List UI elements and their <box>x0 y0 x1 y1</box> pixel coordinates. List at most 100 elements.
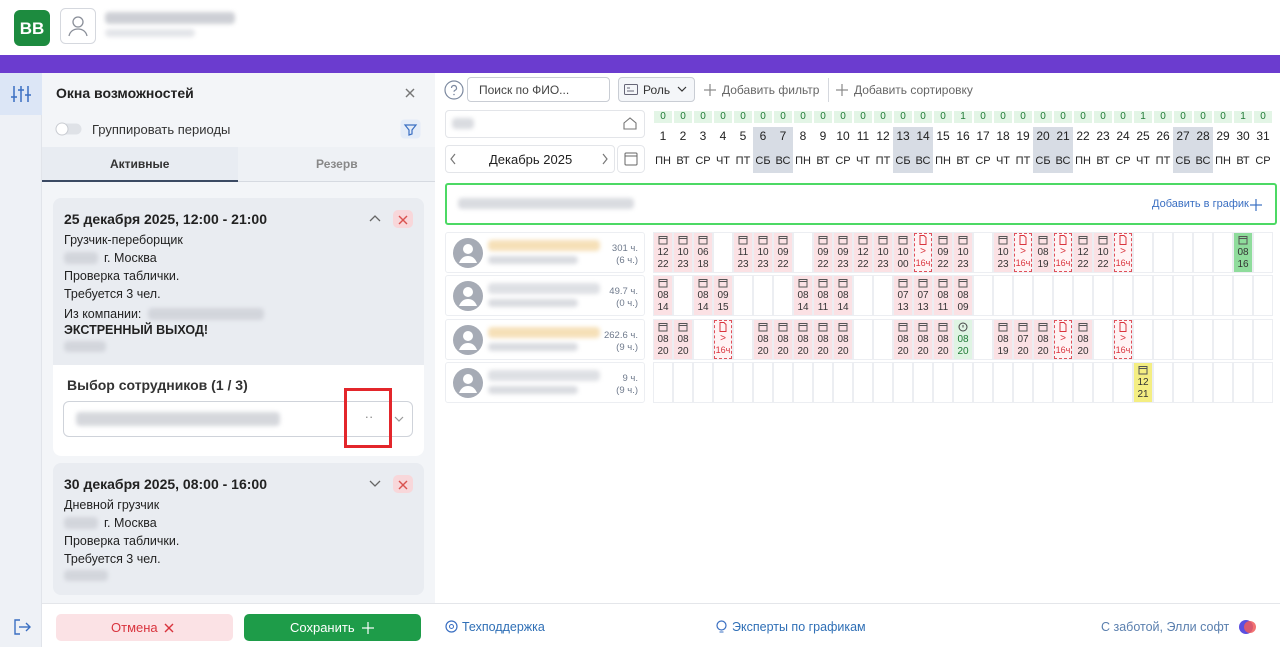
search-input[interactable] <box>467 77 610 102</box>
card-required: Требуется 3 чел. <box>64 287 161 301</box>
day-cell <box>1073 319 1093 360</box>
shift-icon <box>958 235 968 245</box>
collapse-shape <box>369 215 381 222</box>
shift-icon-shape <box>678 236 688 245</box>
day-number: 13 <box>896 129 910 143</box>
shift-icon <box>838 322 848 332</box>
shift-icon-shape <box>1059 235 1067 245</box>
day-cell <box>1153 319 1173 360</box>
day-count: 0 <box>1040 111 1046 122</box>
shift-start: 08 <box>1077 334 1089 345</box>
shift[interactable] <box>914 233 932 272</box>
shift-icon-shape <box>958 322 968 332</box>
panel-close[interactable] <box>402 85 418 101</box>
toggle[interactable] <box>55 122 83 136</box>
day-cell <box>813 275 833 316</box>
select-more[interactable]: ·· <box>364 409 374 424</box>
count-cell <box>854 111 872 123</box>
shift-icon-shape <box>798 323 808 332</box>
day-cell <box>1233 275 1253 316</box>
count-cell <box>1114 111 1132 123</box>
toggle-label: Группировать периоды <box>92 122 231 137</box>
blurred-text <box>64 252 98 264</box>
experts-link[interactable]: Эксперты по графикам <box>732 620 866 634</box>
card-city: г. Москва <box>104 516 157 530</box>
next-month[interactable] <box>600 152 610 166</box>
add-filter[interactable]: Добавить фильтр <box>722 83 820 97</box>
add-to-schedule[interactable]: Добавить в график <box>1152 198 1249 210</box>
logout-icon[interactable] <box>12 618 32 636</box>
shift-duration: 16ч <box>1055 258 1071 268</box>
cancel-label[interactable]: Отмена <box>111 620 158 635</box>
day-cell <box>833 232 853 273</box>
tab-active-bg[interactable] <box>42 147 238 182</box>
role-arrow <box>676 85 688 94</box>
support-link[interactable]: Техподдержка <box>462 620 545 634</box>
shift[interactable] <box>1114 320 1132 359</box>
role-button[interactable] <box>618 77 695 102</box>
shift-end: 23 <box>997 259 1009 270</box>
shift-icon-shape <box>919 235 927 245</box>
shift-icon-shape <box>898 236 908 245</box>
add-sort[interactable]: Добавить сортировку <box>854 83 973 97</box>
prev-month[interactable] <box>448 152 458 166</box>
shift-start: 10 <box>877 247 889 258</box>
add-plus <box>1250 199 1262 211</box>
shift[interactable] <box>714 320 732 359</box>
shift-end: 20 <box>1037 346 1049 357</box>
weekday: ВС <box>1055 155 1071 167</box>
day-number: 25 <box>1136 129 1150 143</box>
day-cell <box>753 362 773 403</box>
count-cell <box>1094 111 1112 123</box>
day-cell <box>713 232 733 273</box>
collapse[interactable] <box>367 212 383 224</box>
filter-button-shape <box>400 119 421 139</box>
save-button[interactable] <box>244 614 421 641</box>
shift-end: 22 <box>657 259 669 270</box>
shift-icon <box>798 278 808 288</box>
shift-start: 10 <box>677 247 689 258</box>
day-count: 1 <box>1240 111 1246 122</box>
weekday: ВТ <box>1096 155 1110 167</box>
filters-icon[interactable] <box>0 73 42 115</box>
remove-card[interactable] <box>393 475 413 493</box>
employee-hours-extra: (0 ч.) <box>616 298 638 309</box>
day-cell <box>693 362 713 403</box>
shift-end: 20 <box>797 346 809 357</box>
weekday: ПН <box>1215 155 1231 167</box>
day-cell <box>753 319 773 360</box>
day-cell <box>1013 275 1033 316</box>
shift-icon-shape <box>858 236 868 245</box>
count-cell <box>874 111 892 123</box>
day-cell <box>1153 362 1173 403</box>
highlight-box <box>344 388 392 448</box>
shift-icon <box>1078 235 1088 245</box>
shift-start: 08 <box>697 290 709 301</box>
shift[interactable] <box>1054 233 1072 272</box>
shift[interactable] <box>1054 320 1072 359</box>
shift-icon-shape <box>919 235 927 245</box>
shift-icon <box>1018 235 1028 245</box>
search-placeholder: Поиск по ФИО... <box>479 83 570 97</box>
filter-button[interactable] <box>400 119 421 139</box>
expand[interactable] <box>367 477 383 489</box>
shift-icon-shape <box>818 279 828 288</box>
tab[interactable]: Резерв <box>316 157 358 171</box>
shift-icon <box>1058 322 1068 332</box>
remove-card[interactable] <box>393 210 413 228</box>
help[interactable] <box>444 80 464 100</box>
tab-inactive-bg[interactable] <box>238 147 435 182</box>
home-icon[interactable] <box>622 116 638 130</box>
cancel-button[interactable] <box>56 614 233 641</box>
shift-icon-shape <box>818 236 828 245</box>
weekday: ВТ <box>816 155 830 167</box>
tab[interactable]: Активные <box>110 157 170 171</box>
role-label[interactable]: Роль <box>643 83 671 97</box>
avatar-shape <box>72 16 84 28</box>
save-label[interactable]: Сохранить <box>290 620 355 635</box>
shift[interactable] <box>954 320 972 359</box>
shift-icon-shape <box>758 323 768 332</box>
shift[interactable] <box>1114 233 1132 272</box>
calendar-button[interactable] <box>617 145 645 173</box>
shift[interactable] <box>1014 233 1032 272</box>
